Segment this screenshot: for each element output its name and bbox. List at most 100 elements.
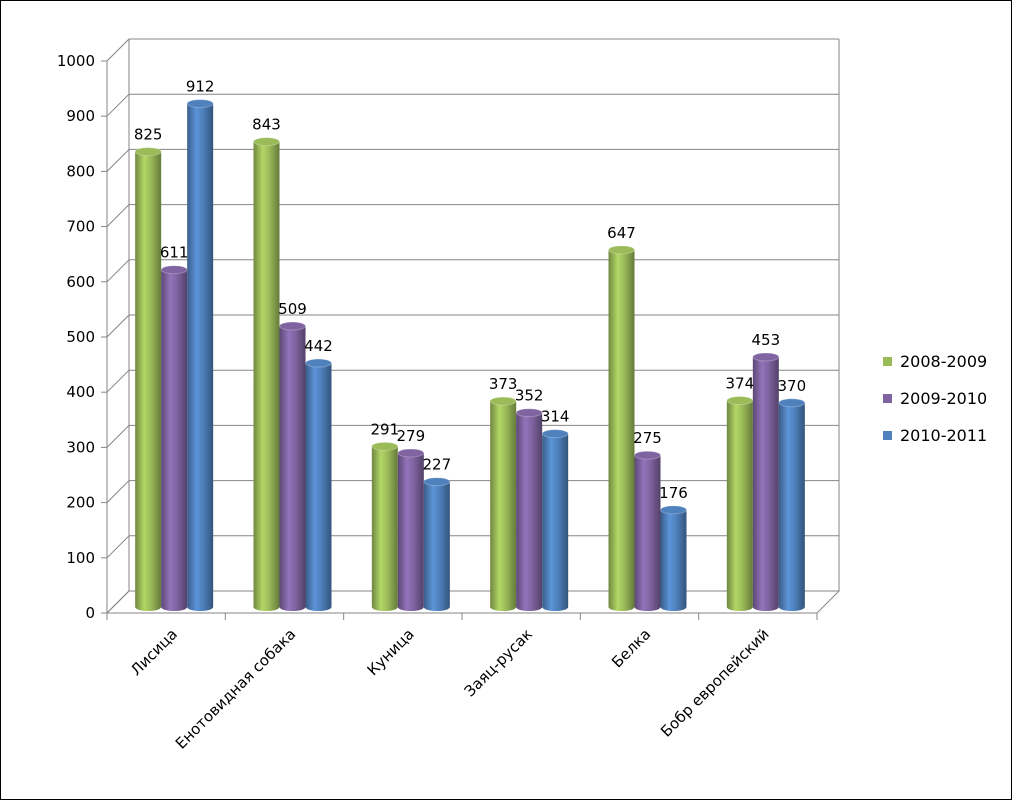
bar-body — [726, 400, 753, 611]
bar-top — [608, 245, 635, 255]
bar — [253, 137, 280, 611]
data-label: 352 — [515, 387, 544, 405]
gridline-side — [106, 149, 130, 172]
bar-top — [279, 321, 306, 331]
gridline-side — [106, 369, 130, 393]
data-label: 912 — [186, 78, 215, 96]
bar — [634, 450, 661, 611]
bar-top — [371, 441, 399, 451]
bar-body — [542, 433, 569, 611]
y-tick-label: 500 — [66, 328, 95, 346]
legend-label: 2010-2011 — [900, 426, 987, 445]
x-tick-label: Куница — [364, 625, 418, 679]
legend-item: 2008-2009 — [883, 352, 987, 371]
bar-top — [634, 450, 661, 460]
bar-top — [660, 505, 687, 515]
y-tick-label: 600 — [66, 273, 95, 291]
data-label: 374 — [726, 375, 755, 393]
data-label: 291 — [371, 420, 400, 438]
y-tick-label: 800 — [66, 162, 95, 180]
x-tick-label: Бобр европейский — [657, 625, 773, 741]
data-label: 227 — [423, 456, 452, 474]
data-label: 176 — [659, 484, 688, 502]
data-label: 279 — [397, 427, 426, 445]
legend-item: 2010-2011 — [883, 426, 987, 445]
gridline-side — [106, 93, 130, 117]
bar-body — [187, 103, 214, 612]
bar-body — [279, 326, 306, 611]
bar — [660, 505, 687, 611]
legend-item: 2009-2010 — [883, 389, 987, 408]
y-tick-label: 100 — [66, 549, 95, 567]
y-tick-label: 400 — [66, 383, 95, 401]
bar — [305, 358, 332, 611]
x-tick-label: Белка — [608, 625, 654, 671]
bar — [423, 477, 451, 611]
axes — [106, 61, 817, 614]
bar-body — [752, 356, 779, 611]
data-label: 370 — [778, 377, 807, 395]
bar — [752, 352, 780, 611]
y-tick-label: 0 — [85, 604, 95, 622]
bar-top — [752, 352, 780, 362]
bar — [608, 245, 635, 611]
data-label: 442 — [304, 337, 333, 355]
data-label: 373 — [489, 375, 518, 393]
bar-top — [253, 137, 280, 147]
x-tick-label: Лисица — [127, 625, 181, 679]
gridline-side — [106, 425, 130, 448]
data-label: 843 — [252, 116, 281, 134]
y-tick-label: 300 — [66, 438, 95, 456]
bar-top — [541, 429, 569, 439]
bar-top — [515, 408, 543, 418]
gridline-side — [106, 480, 130, 503]
bar-top — [186, 99, 214, 109]
gridline-side — [106, 314, 130, 338]
y-tick-label: 700 — [66, 218, 95, 236]
bar-body — [634, 455, 661, 611]
bar — [186, 99, 214, 612]
y-tick-label: 200 — [66, 494, 95, 512]
bar — [515, 408, 543, 611]
legend-swatch — [883, 394, 892, 403]
bar — [279, 321, 306, 611]
gridline-side — [106, 590, 130, 614]
bar — [371, 441, 399, 611]
gridline-side — [106, 204, 130, 227]
y-tick-label: 1000 — [57, 52, 95, 70]
y-axis-ticks: 0 100 200 300 400 500 600 700 800 900 1000 — [57, 52, 107, 622]
bar-top — [423, 477, 451, 487]
bar-body — [490, 401, 517, 611]
bar — [397, 448, 425, 611]
bar — [134, 147, 162, 611]
bar-body — [608, 249, 635, 611]
bar-body — [135, 151, 162, 611]
bar-top — [305, 358, 332, 368]
legend-label: 2009-2010 — [900, 389, 987, 408]
data-label: 825 — [134, 126, 163, 144]
legend-label: 2008-2009 — [900, 352, 987, 371]
data-label: 453 — [752, 331, 781, 349]
data-label: 314 — [541, 408, 570, 426]
bar-body — [305, 363, 332, 611]
bar-series — [134, 99, 806, 612]
bar-body — [660, 509, 687, 611]
data-label: 509 — [278, 300, 307, 318]
gridline-side — [106, 535, 130, 559]
bar-body — [516, 412, 543, 611]
bar-top — [489, 396, 517, 406]
x-tick-label: Енотовидная собака — [172, 625, 299, 752]
bar-top — [778, 398, 806, 408]
gridline-side — [106, 38, 130, 62]
gridlines — [106, 38, 840, 614]
bar-body — [371, 446, 398, 611]
data-label: 647 — [607, 224, 636, 242]
data-label: 611 — [160, 244, 189, 262]
gridline-side — [106, 259, 130, 283]
legend-swatch — [883, 357, 892, 366]
bar — [160, 265, 188, 611]
